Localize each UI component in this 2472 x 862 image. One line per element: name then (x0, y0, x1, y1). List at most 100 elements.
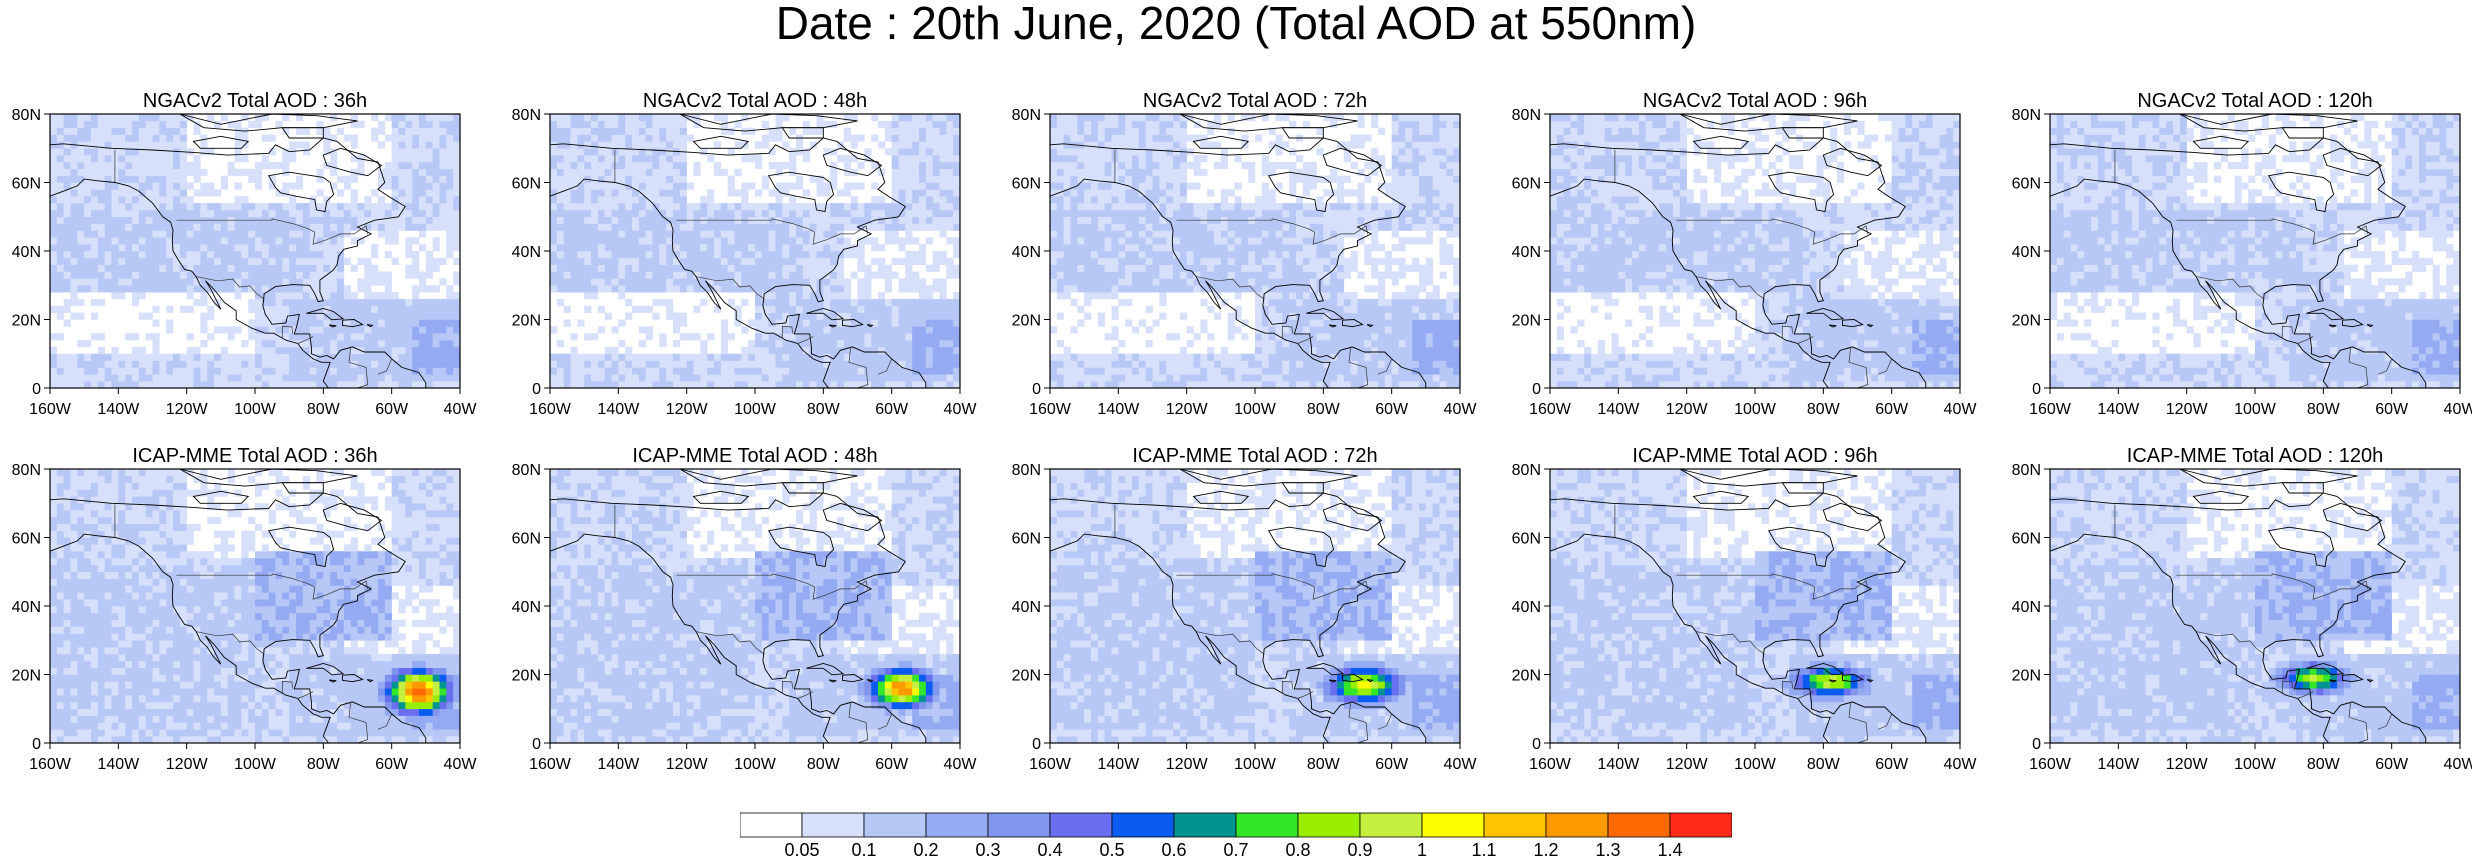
aod-field (2050, 114, 2461, 389)
lat-tick-label: 80N (12, 462, 41, 479)
lon-tick-label: 80W (807, 756, 841, 773)
colorbar-swatch (1607, 812, 1671, 838)
lon-tick-label: 80W (1807, 401, 1841, 418)
lat-tick-label: 60N (12, 176, 41, 193)
aod-field (1050, 114, 1461, 389)
colorbar-swatch (1235, 812, 1299, 838)
aod-map: 160W 140W 120W 100W 80W 60W 40W 0 20N 40N 60N 80N (12, 107, 478, 418)
lat-tick-label: 80N (1012, 107, 1041, 124)
lon-tick-label: 140W (597, 401, 640, 418)
lat-tick-label: 20N (512, 313, 541, 330)
aod-field (1050, 469, 1461, 744)
aod-map: 160W 140W 120W 100W 80W 60W 40W 0 20N 40N 60N 80N (2012, 107, 2472, 418)
aod-map: 160W 140W 120W 100W 80W 60W 40W 0 20N 40N 60N 80N (512, 462, 978, 773)
lon-tick-label: 120W (166, 401, 209, 418)
lon-tick-label: 80W (2307, 756, 2341, 773)
colorbar-label: 1.3 (1595, 840, 1620, 858)
aod-map: 160W 140W 120W 100W 80W 60W 40W 0 20N 40N 60N 80N (512, 107, 978, 418)
lon-tick-label: 80W (1807, 756, 1841, 773)
lat-tick-label: 80N (1512, 107, 1541, 124)
lon-tick-label: 140W (2097, 756, 2140, 773)
coastlines (1549, 468, 1927, 744)
panel-title: NGACv2 Total AOD : 96h (1550, 90, 1960, 112)
colorbar-swatch (740, 812, 803, 838)
lon-tick-label: 60W (2375, 401, 2409, 418)
map-panel: NGACv2 Total AOD : 48h 160W 140W 120W 100W 80… (502, 90, 978, 420)
lat-tick-label: 20N (1512, 313, 1541, 330)
lon-tick-label: 160W (529, 401, 572, 418)
lon-tick-label: 80W (307, 756, 341, 773)
lat-tick-label: 40N (1012, 599, 1041, 616)
aod-map: 160W 140W 120W 100W 80W 60W 40W 0 20N 40N 60N 80N (1012, 462, 1478, 773)
lon-tick-label: 140W (1097, 401, 1140, 418)
lon-tick-label: 100W (734, 401, 777, 418)
lat-tick-label: 20N (12, 668, 41, 685)
lat-tick-label: 40N (512, 244, 541, 261)
lon-tick-label: 60W (375, 401, 409, 418)
panel-title: ICAP-MME Total AOD : 48h (550, 445, 960, 467)
lat-tick-label: 80N (512, 462, 541, 479)
lat-tick-label: 60N (2012, 531, 2041, 548)
colorbar-swatch (1049, 812, 1113, 838)
lon-tick-label: 40W (444, 401, 478, 418)
aod-field (1550, 469, 1961, 744)
lon-tick-label: 120W (166, 756, 209, 773)
lat-tick-label: 40N (2012, 599, 2041, 616)
aod-map: 160W 140W 120W 100W 80W 60W 40W 0 20N 40N 60N 80N (1012, 107, 1478, 418)
colorbar: 0.05 0.1 0.2 0.3 0.4 0.5 0.6 0.7 0.8 0.9 1 1.1 1.2 1.… (740, 812, 1732, 858)
map-panel: NGACv2 Total AOD : 36h 160W 140W 120W 100W 80… (2, 90, 478, 420)
lon-tick-label: 40W (1444, 756, 1478, 773)
lon-tick-label: 120W (1666, 756, 1709, 773)
lon-tick-label: 40W (1944, 401, 1978, 418)
lon-tick-label: 140W (1097, 756, 1140, 773)
coastlines (49, 468, 427, 744)
page-title: Date : 20th June, 2020 (Total AOD at 550… (0, 0, 2472, 46)
lon-tick-label: 100W (734, 756, 777, 773)
lon-tick-label: 60W (375, 756, 409, 773)
colorbar-label: 0.4 (1037, 840, 1062, 858)
country-borders (114, 504, 393, 744)
coastlines (1049, 468, 1427, 744)
colorbar-swatch (1111, 812, 1175, 838)
colorbar-swatch (1421, 812, 1485, 838)
map-panel: ICAP-MME Total AOD : 120h 160W 140W 120W 100… (2002, 445, 2472, 775)
lon-tick-label: 80W (1307, 401, 1341, 418)
country-borders (1114, 149, 1393, 389)
panel-title: ICAP-MME Total AOD : 72h (1050, 445, 1460, 467)
lon-tick-label: 40W (1444, 401, 1478, 418)
colorbar-label: 0.3 (975, 840, 1000, 858)
colorbar-label: 1.1 (1471, 840, 1496, 858)
lon-tick-label: 160W (2029, 401, 2072, 418)
lat-tick-label: 0 (2032, 736, 2041, 753)
country-borders (614, 149, 893, 389)
aod-map: 160W 140W 120W 100W 80W 60W 40W 0 20N 40N 60N 80N (12, 462, 478, 773)
colorbar-swatch (863, 812, 927, 838)
lon-tick-label: 60W (875, 401, 909, 418)
country-borders (1614, 149, 1893, 389)
lat-tick-label: 20N (1012, 313, 1041, 330)
country-borders (2114, 504, 2393, 744)
panel-title: NGACv2 Total AOD : 120h (2050, 90, 2460, 112)
lon-tick-label: 40W (944, 756, 978, 773)
colorbar-label: 0.9 (1347, 840, 1372, 858)
lon-tick-label: 160W (1029, 401, 1072, 418)
coastlines (1549, 113, 1927, 389)
lat-tick-label: 40N (1012, 244, 1041, 261)
colorbar-swatch (1545, 812, 1609, 838)
lat-tick-label: 0 (32, 736, 41, 753)
lon-tick-label: 100W (2234, 401, 2277, 418)
colorbar-swatch (925, 812, 989, 838)
lat-tick-label: 20N (2012, 668, 2041, 685)
map-panel: ICAP-MME Total AOD : 36h 160W 140W 120W 100W… (2, 445, 478, 775)
lat-tick-label: 0 (1032, 381, 1041, 398)
lat-tick-label: 0 (1532, 736, 1541, 753)
map-panel: NGACv2 Total AOD : 120h 160W 140W 120W 100W 8… (2002, 90, 2472, 420)
lat-tick-label: 40N (1512, 599, 1541, 616)
coastlines (2049, 468, 2427, 744)
lat-tick-label: 80N (1512, 462, 1541, 479)
lat-tick-label: 20N (1512, 668, 1541, 685)
lat-tick-label: 20N (12, 313, 41, 330)
panel-title: NGACv2 Total AOD : 36h (50, 90, 460, 112)
lat-tick-label: 0 (2032, 381, 2041, 398)
lon-tick-label: 140W (1597, 756, 1640, 773)
